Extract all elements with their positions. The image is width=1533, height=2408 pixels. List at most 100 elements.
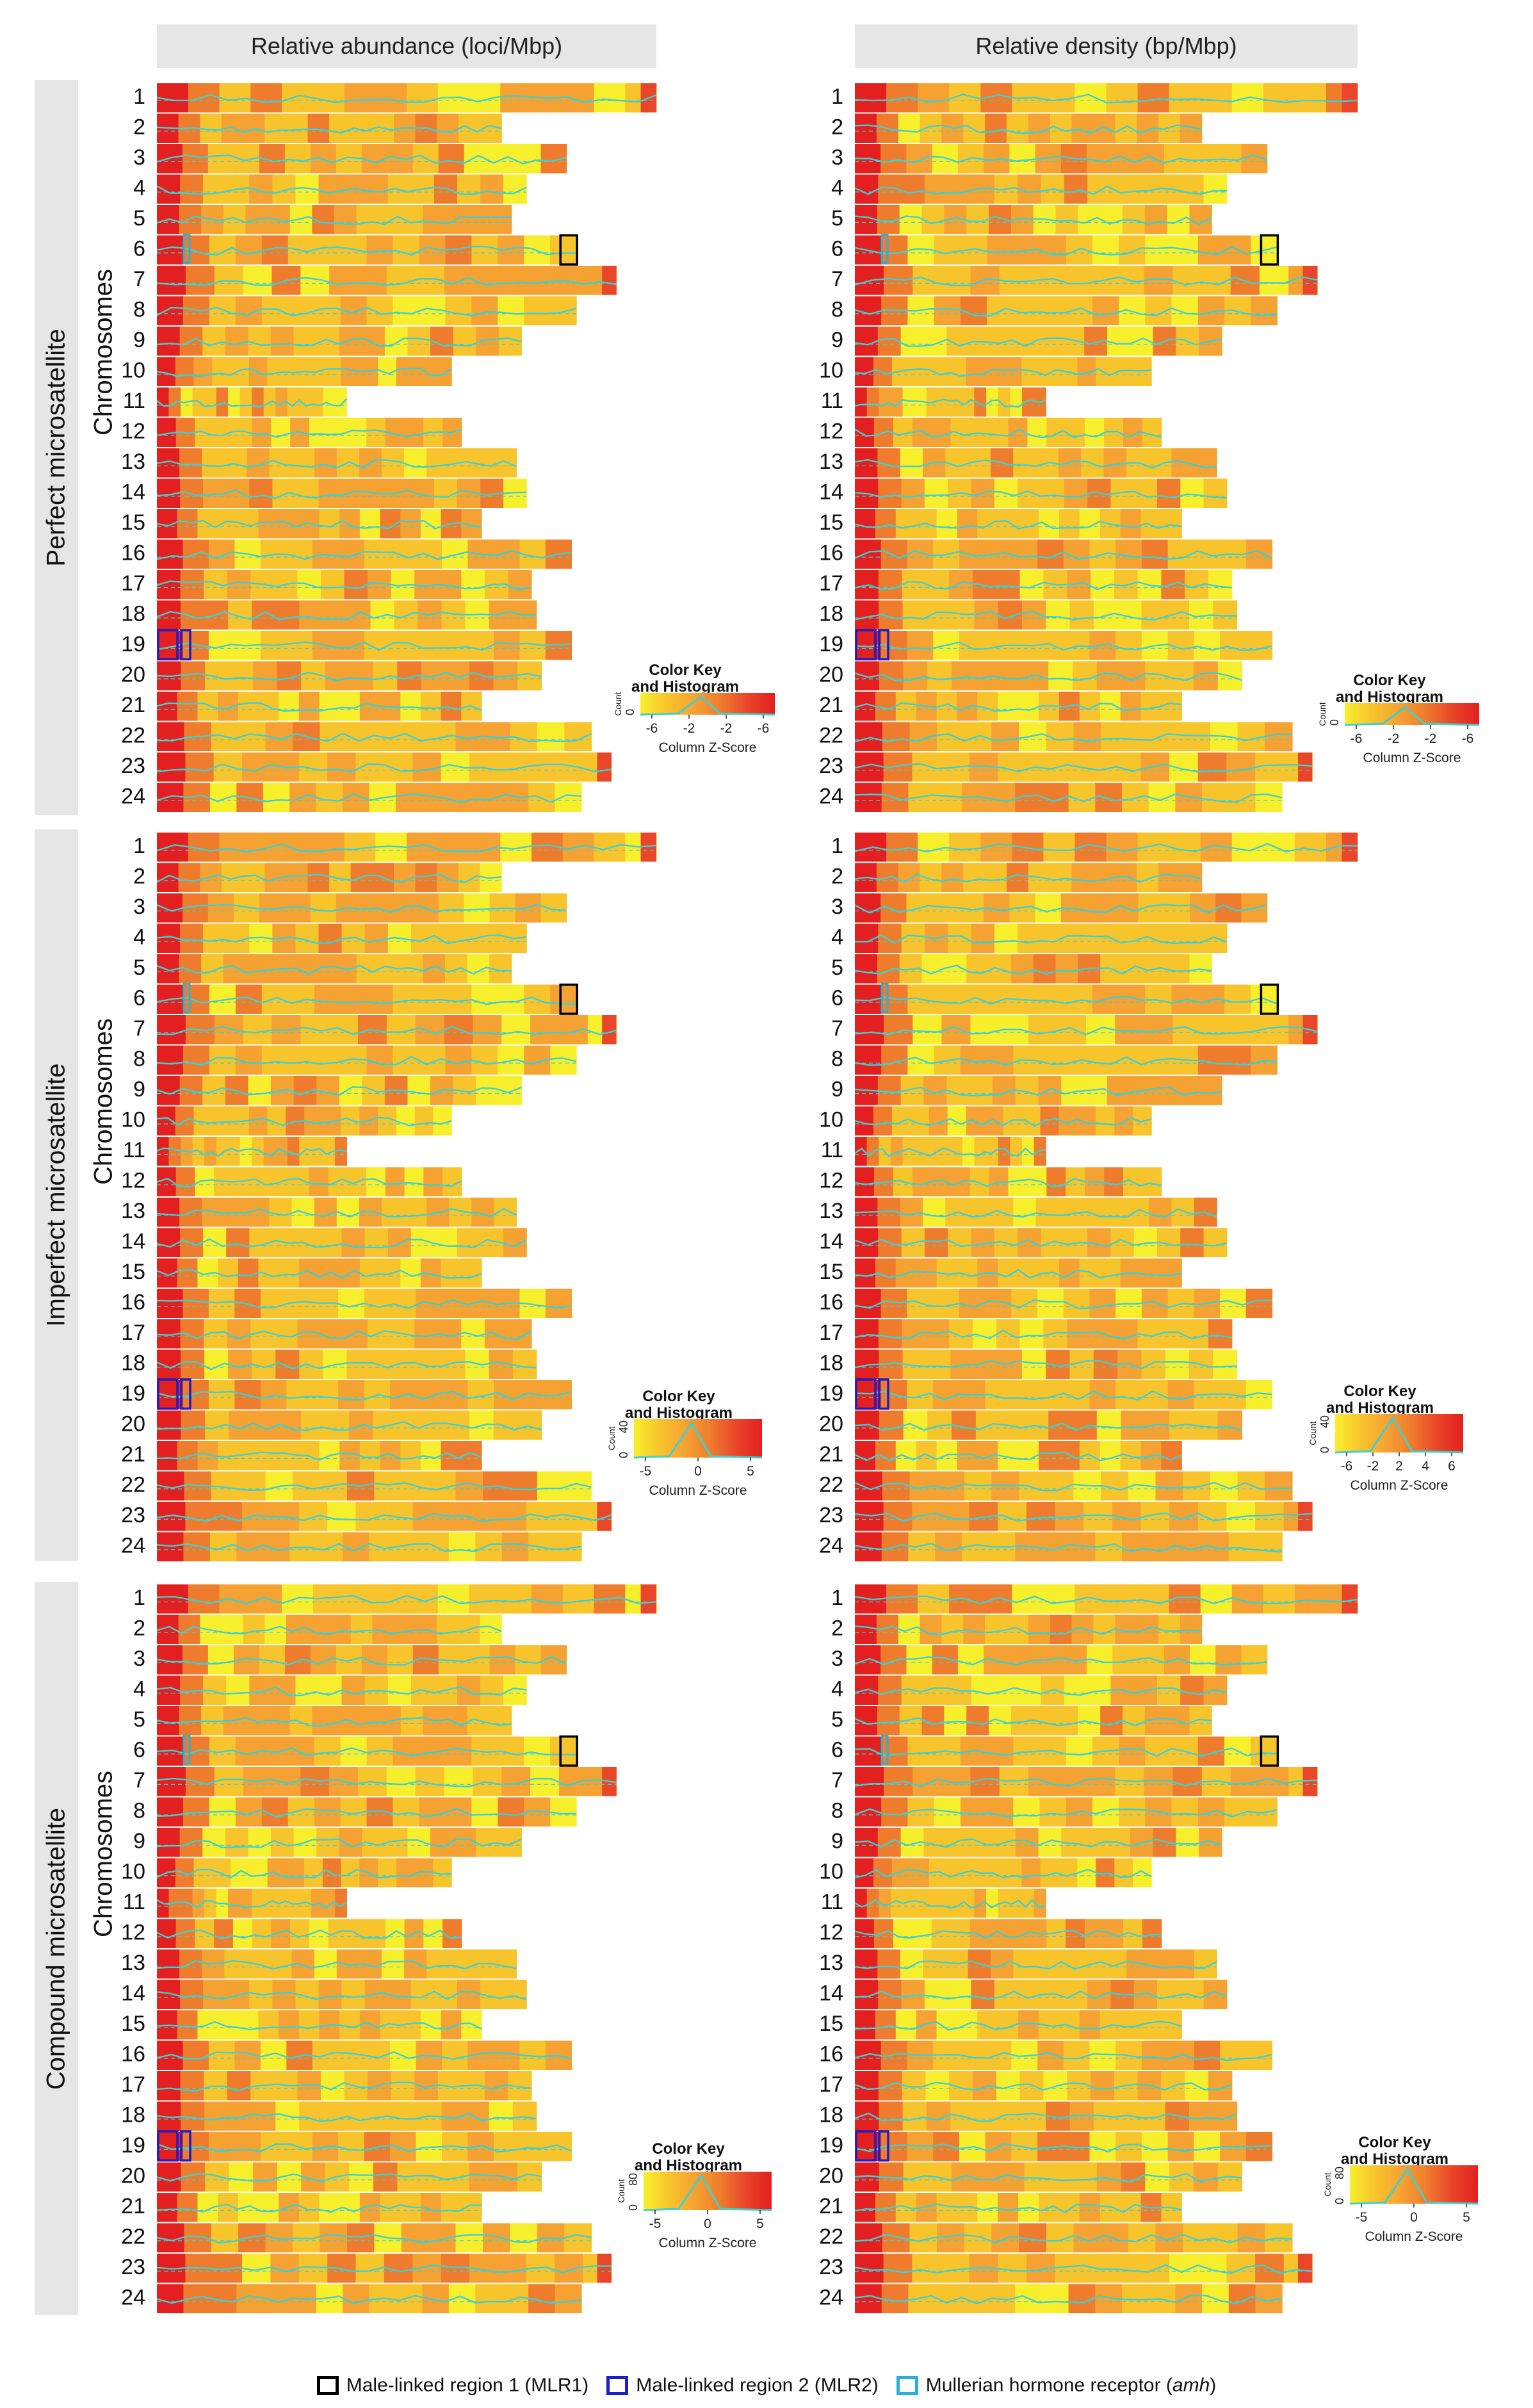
heatmap-cell <box>273 1319 298 1349</box>
heatmap-cell <box>1066 418 1085 447</box>
heatmap-cell <box>1013 1198 1037 1227</box>
heatmap-cell <box>991 722 1019 751</box>
heatmap-cell <box>387 1645 414 1675</box>
heatmap-cell <box>1145 235 1172 264</box>
heatmap-cell <box>1038 327 1062 356</box>
heatmap-cell <box>193 1858 213 1887</box>
color-key-histogram <box>640 696 775 716</box>
heatmap-cell <box>1180 1615 1203 1644</box>
heatmap-cell <box>341 478 366 508</box>
heatmap-cell <box>1298 1502 1313 1531</box>
color-key-x-tick: -6 <box>1462 731 1474 746</box>
chromosome-tick-label: 15 <box>121 2012 145 2036</box>
heatmap-cell <box>364 539 391 569</box>
heatmap-cell <box>297 1319 321 1349</box>
heatmap-cell <box>1055 205 1078 234</box>
color-key-count-tick: 40 <box>1318 1415 1331 1428</box>
heatmap-cell <box>501 1015 531 1045</box>
heatmap-cell <box>881 2284 909 2313</box>
heatmap-cell <box>323 2101 347 2131</box>
heatmap-cell <box>1142 1167 1162 1196</box>
heatmap-cell <box>925 2071 950 2101</box>
heatmap-cell <box>339 327 362 356</box>
trace-line <box>854 904 1267 914</box>
mlr2-box <box>855 2130 877 2162</box>
heatmap-cell <box>1078 205 1101 234</box>
trace-line <box>855 934 1228 945</box>
heatmap-cell <box>415 863 437 892</box>
color-key-xlabel: Column Z-Score <box>659 2236 757 2250</box>
legend-label-mlr2: Male-linked region 2 (MLR2) <box>636 2375 879 2396</box>
heatmap-cell <box>414 1106 434 1135</box>
heatmap-cell <box>1039 296 1067 325</box>
heatmap-cell <box>366 984 394 1014</box>
heatmap-cell <box>890 1889 904 1918</box>
heatmap-cell <box>467 631 494 660</box>
heatmap-cell <box>880 539 907 569</box>
heatmap-cell <box>312 1380 339 1410</box>
heatmap-cell <box>1237 722 1265 751</box>
heatmap-cell <box>855 1736 882 1766</box>
heatmap-cell <box>923 1828 947 1857</box>
chromosome-tick-label: 21 <box>121 693 145 717</box>
legend-label-mlr1: Male-linked region 1 (MLR1) <box>346 2375 589 2396</box>
heatmap-cell <box>1099 1258 1121 1288</box>
heatmap-cell <box>944 1706 967 1736</box>
heatmap-cell <box>1027 418 1047 447</box>
heatmap-cell <box>420 2010 442 2040</box>
heatmap-cell <box>923 1949 946 1979</box>
chromosome-tick-label: 22 <box>819 2225 843 2249</box>
heatmap-cell <box>998 1502 1027 1531</box>
chromosome-tick-label: 18 <box>819 602 843 626</box>
heatmap-cell <box>325 661 350 690</box>
heatmap-cell <box>404 1167 424 1196</box>
heatmap-cell <box>323 387 336 417</box>
heatmap-cell <box>1175 2284 1203 2313</box>
heatmap-cell <box>875 509 896 539</box>
heatmap-cell <box>1137 1615 1159 1644</box>
heatmap-cell <box>329 266 359 295</box>
heatmap-cell <box>921 954 945 984</box>
heatmap-cell <box>464 893 491 923</box>
heatmap-cell <box>325 1410 350 1440</box>
heatmap-cell <box>238 2193 259 2222</box>
chromosome-tick-label: 14 <box>121 480 145 505</box>
mlr2-box <box>878 629 889 661</box>
heatmap-cell <box>883 2254 912 2283</box>
heatmap-cell <box>1043 833 1076 862</box>
trace-line <box>854 245 1278 256</box>
heatmap-cell <box>1073 661 1098 690</box>
trace-line <box>854 1299 1272 1310</box>
mlr1-box <box>1260 234 1279 266</box>
heatmap-cell <box>1075 83 1107 113</box>
heatmap-cell <box>855 2193 876 2222</box>
heatmap-cell <box>987 1736 1014 1766</box>
heatmap-cell <box>202 327 226 356</box>
chromosome-tick-label: 12 <box>819 419 843 444</box>
heatmap-cell <box>322 357 342 386</box>
heatmap-cell <box>323 1137 336 1166</box>
heatmap-cell <box>298 2254 328 2283</box>
heatmap-cell <box>312 1706 335 1736</box>
heatmap-cell <box>498 296 524 325</box>
heatmap-cell <box>157 1228 181 1257</box>
heatmap-cell <box>949 833 981 862</box>
color-key-histogram <box>1344 706 1480 726</box>
heatmap-cell <box>912 1015 942 1045</box>
heatmap-cell <box>1228 783 1256 812</box>
heatmap-cell <box>228 1137 241 1166</box>
chromosome-tick-label: 1 <box>831 834 843 858</box>
heatmap-cell <box>880 631 907 660</box>
heatmap-cell <box>364 631 391 660</box>
color-key-xlabel: Column Z-Score <box>1363 751 1461 765</box>
heatmap-cell <box>157 296 184 325</box>
heatmap-cell <box>873 1106 893 1135</box>
heatmap-cell <box>855 1767 884 1796</box>
heatmap-cell <box>898 863 921 892</box>
heatmap-cell <box>207 144 234 174</box>
heatmap-cell <box>1114 1858 1133 1887</box>
trace-line <box>156 904 567 913</box>
heatmap-cell <box>1081 448 1105 478</box>
color-key-title: Color Key <box>649 662 722 679</box>
